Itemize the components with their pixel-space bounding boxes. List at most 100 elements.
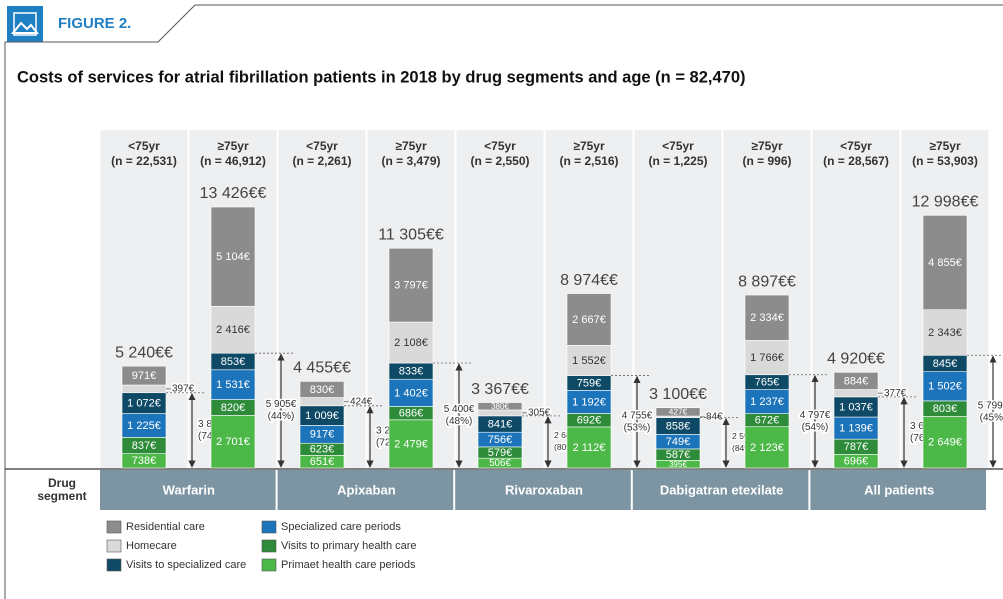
bar-segment: [566, 345, 612, 376]
bracket-label: 4 797€: [800, 410, 831, 421]
value-label: 692€: [577, 415, 601, 427]
column-label: <75yr: [662, 139, 694, 153]
value-label: 841€: [488, 418, 512, 430]
column-label: <75yr: [484, 139, 516, 153]
bar-segment: [210, 206, 256, 307]
value-label: 672€: [755, 415, 779, 427]
group-label: All patients: [864, 482, 934, 497]
column-n: (n = 3,479): [381, 154, 440, 168]
bar-segment: [922, 416, 968, 469]
total-label: 3 100€€: [649, 386, 707, 403]
value-label: 651€: [310, 456, 334, 468]
value-label: 765€: [755, 377, 779, 389]
value-label: 395€: [669, 460, 687, 469]
bracket-share: (53%): [624, 422, 651, 433]
bar-segment: [744, 294, 790, 341]
group-band: [455, 470, 631, 510]
column-n: (n = 2,261): [292, 154, 351, 168]
value-label: 84€: [706, 411, 723, 422]
bar-segment: [833, 372, 879, 390]
group-label: Apixaban: [337, 482, 396, 497]
figure-label: FIGURE 2.: [58, 15, 131, 32]
column-label: ≥75yr: [573, 139, 605, 153]
column-label: ≥75yr: [395, 139, 427, 153]
header-frame: [5, 4, 1003, 43]
value-label: 1 502€: [928, 381, 962, 393]
value-label: 579€: [488, 447, 512, 459]
value-label: 756€: [488, 434, 512, 446]
value-label: 2 343€: [928, 327, 962, 339]
bar-segment: [833, 389, 879, 398]
value-label: 305€: [528, 408, 551, 419]
value-label: 380€: [491, 402, 509, 411]
bar-segment: [655, 407, 701, 417]
total-label: 11 305€€: [378, 226, 444, 243]
value-label: 837€: [132, 440, 156, 452]
value-label: 1 402€: [394, 387, 428, 399]
column-label: ≥75yr: [217, 139, 249, 153]
bracket-share: (48%): [446, 416, 473, 427]
column-n: (n = 46,912): [200, 154, 266, 168]
bracket-share: (54%): [802, 422, 829, 433]
value-label: 1 531€: [216, 379, 250, 391]
bracket-share: (45%): [980, 412, 1003, 423]
value-label: 787€: [844, 441, 868, 453]
value-label: 3 797€: [394, 280, 428, 292]
chart-title: Costs of services for atrial fibrillatio…: [17, 68, 746, 86]
total-label: 13 426€€: [200, 185, 267, 202]
legend-swatch: [106, 520, 122, 534]
legend-swatch: [106, 558, 122, 572]
bar-segment: [744, 340, 790, 376]
group-label: Dabigatran etexilate: [660, 482, 784, 497]
value-label: 2 416€: [216, 324, 250, 336]
value-label: 749€: [666, 436, 690, 448]
figure-icon: [7, 6, 43, 42]
value-label: 858€: [666, 420, 690, 432]
value-label: 424€: [350, 396, 373, 407]
column-label: ≥75yr: [929, 139, 961, 153]
legend-swatch: [261, 539, 277, 553]
value-label: 1 072€: [127, 398, 161, 410]
bracket-share: (44%): [268, 411, 295, 422]
value-label: 1 552€: [572, 355, 606, 367]
value-label: 1 009€: [305, 410, 339, 422]
bar-segment: [477, 402, 523, 411]
bar-segment: [388, 378, 434, 407]
value-label: 2 123€: [750, 442, 784, 454]
value-label: 2 334€: [750, 312, 784, 324]
value-label: 1 192€: [572, 396, 606, 408]
value-label: 696€: [844, 456, 868, 468]
value-label: 917€: [310, 429, 334, 441]
bracket-label: 5 400€: [444, 404, 475, 415]
bracket-label: 5 905€: [266, 399, 297, 410]
bracket-label: 4 755€: [622, 410, 653, 421]
value-label: 686€: [399, 408, 423, 420]
column-n: (n = 28,567): [823, 154, 889, 168]
value-label: 845€: [933, 358, 957, 370]
value-label: 971€: [132, 370, 156, 382]
column-label: ≥75yr: [751, 139, 783, 153]
column-n: (n = 996): [742, 154, 791, 168]
bar-segment: [121, 384, 167, 394]
legend-swatch: [106, 539, 122, 553]
figure-icon-frame: [13, 12, 37, 36]
legend-label: Visits to primary health care: [281, 540, 417, 552]
legend-label: Residential care: [126, 521, 205, 533]
group-label: Warfarin: [163, 482, 215, 497]
legend-swatch: [261, 558, 277, 572]
group-band: [277, 470, 454, 510]
value-label: 1 037€: [839, 401, 873, 413]
value-label: 377€: [884, 388, 907, 399]
bar-segment: [566, 293, 612, 346]
bar-segment: [744, 389, 790, 414]
total-label: 4 920€€: [827, 351, 885, 368]
group-label: Rivaroxaban: [505, 482, 583, 497]
value-label: 884€: [844, 375, 868, 387]
value-label: 830€: [310, 384, 334, 396]
column-label: <75yr: [128, 139, 160, 153]
bar-segment: [299, 381, 345, 398]
column-n: (n = 22,531): [111, 154, 177, 168]
column-label: <75yr: [306, 139, 338, 153]
